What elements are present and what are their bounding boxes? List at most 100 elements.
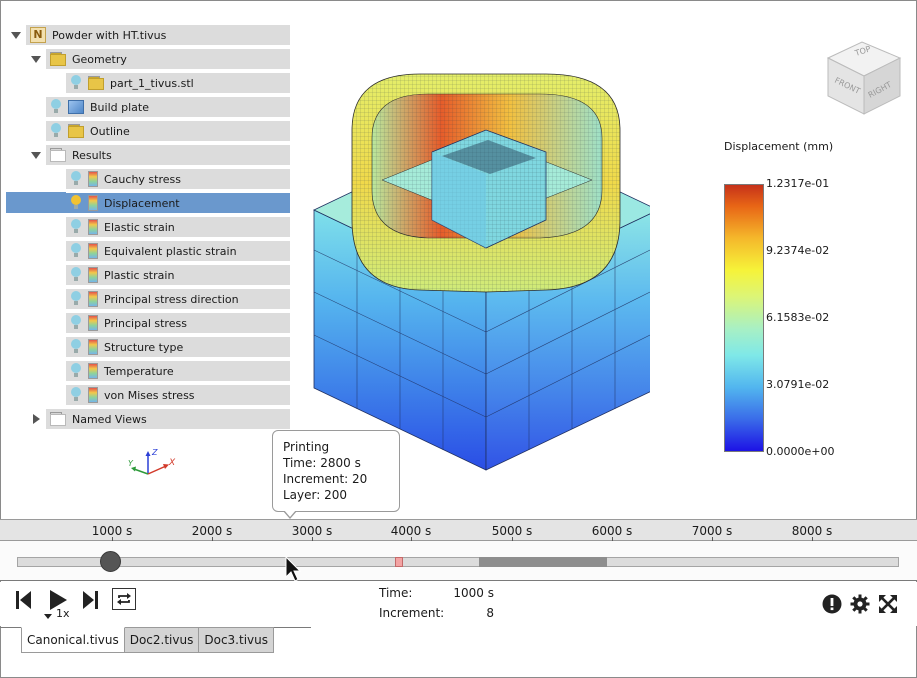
expand-toggle-geometry[interactable] xyxy=(30,53,42,65)
loop-button[interactable] xyxy=(112,588,136,610)
x-axis-label: X xyxy=(168,458,176,468)
timeline-playhead-knob[interactable] xyxy=(100,551,121,572)
tooltip-time: Time: 2800 s xyxy=(283,456,361,470)
visibility-bulb-icon[interactable] xyxy=(50,123,62,139)
skip-to-start-button[interactable] xyxy=(14,588,34,612)
result-gradient-icon xyxy=(88,243,98,259)
axis-triad: Z X Y xyxy=(128,448,176,475)
tree-item-label: Outline xyxy=(90,124,130,138)
folder-icon xyxy=(68,124,84,138)
tree-item-results[interactable]: Results xyxy=(46,145,290,165)
timeline-segment[interactable] xyxy=(479,557,607,567)
result-gradient-icon xyxy=(88,339,98,355)
tab-canonical[interactable]: Canonical.tivus xyxy=(21,627,125,653)
legend-tick-min: 0.0000e+00 xyxy=(766,445,835,458)
result-item-equivalent-plastic-strain[interactable]: Equivalent plastic strain xyxy=(66,241,290,261)
tree-item-label: von Mises stress xyxy=(104,388,195,402)
tab-doc3[interactable]: Doc3.tivus xyxy=(199,627,274,653)
tree-item-label: Powder with HT.tivus xyxy=(52,28,167,42)
tree-item-label: Principal stress xyxy=(104,316,187,330)
empty-folder-icon xyxy=(50,412,66,426)
color-legend-bar xyxy=(724,184,764,452)
loop-icon xyxy=(117,593,131,605)
visibility-bulb-icon[interactable] xyxy=(70,219,82,235)
tree-item-label: part_1_tivus.stl xyxy=(110,76,194,90)
visibility-bulb-icon[interactable] xyxy=(50,99,62,115)
visibility-bulb-icon[interactable] xyxy=(70,171,82,187)
playback-controls: 1x Time: 1000 s Increment: 8 xyxy=(0,582,917,626)
result-gradient-icon xyxy=(88,387,98,403)
legend-tick: 3.0791e-02 xyxy=(766,378,830,391)
timeline-tick-label: 3000 s xyxy=(291,524,333,538)
tree-item-label: Displacement xyxy=(104,196,180,210)
increment-label: Increment: xyxy=(379,606,445,620)
visibility-bulb-icon[interactable] xyxy=(70,291,82,307)
timeline-scrubber[interactable] xyxy=(0,541,917,581)
visibility-bulb-icon[interactable] xyxy=(70,339,82,355)
time-label: Time: xyxy=(379,586,413,600)
timeline-event-marker[interactable] xyxy=(395,557,403,567)
expand-arrows-icon xyxy=(879,595,897,613)
visibility-bulb-icon[interactable] xyxy=(70,267,82,283)
timeline-tick-label: 4000 s xyxy=(390,524,432,538)
result-item-von-mises-stress[interactable]: von Mises stress xyxy=(66,385,290,405)
result-gradient-icon xyxy=(88,315,98,331)
result-gradient-icon xyxy=(88,195,98,211)
exclamation-icon xyxy=(822,594,842,614)
skip-back-icon xyxy=(16,591,31,609)
result-item-principal-stress-direction[interactable]: Principal stress direction xyxy=(66,289,290,309)
tree-item-root[interactable]: N Powder with HT.tivus xyxy=(26,25,290,45)
visibility-bulb-icon[interactable] xyxy=(70,387,82,403)
speed-dropdown-caret-icon[interactable] xyxy=(44,614,52,619)
tree-item-geometry[interactable]: Geometry xyxy=(46,49,290,69)
visibility-bulb-icon[interactable] xyxy=(70,75,82,91)
result-item-principal-stress[interactable]: Principal stress xyxy=(66,313,290,333)
expand-toggle-results[interactable] xyxy=(30,149,42,161)
expand-toggle-root[interactable] xyxy=(10,29,22,41)
skip-to-end-button[interactable] xyxy=(80,588,100,612)
fullscreen-button[interactable] xyxy=(877,593,899,615)
legend-tick: 9.2374e-02 xyxy=(766,244,830,257)
timeline-ruler[interactable]: 1000 s 2000 s 3000 s 4000 s 5000 s 6000 … xyxy=(0,519,917,542)
settings-button[interactable] xyxy=(849,593,871,615)
tree-item-label: Named Views xyxy=(72,412,147,426)
timeline-track[interactable] xyxy=(17,557,899,567)
3d-model-viewport[interactable] xyxy=(300,60,650,480)
result-item-displacement[interactable]: Displacement xyxy=(66,193,290,213)
playback-speed[interactable]: 1x xyxy=(56,607,70,620)
result-item-cauchy-stress[interactable]: Cauchy stress xyxy=(66,169,290,189)
tree-item-build-plate[interactable]: Build plate xyxy=(46,97,290,117)
tab-doc2[interactable]: Doc2.tivus xyxy=(124,627,200,653)
visibility-bulb-on-icon[interactable] xyxy=(70,195,82,211)
tree-item-label: Elastic strain xyxy=(104,220,175,234)
legend-tick: 6.1583e-02 xyxy=(766,311,830,324)
tree-item-named-views[interactable]: Named Views xyxy=(46,409,290,429)
result-gradient-icon xyxy=(88,363,98,379)
timeline-tooltip: Printing Time: 2800 s Increment: 20 Laye… xyxy=(272,430,400,519)
tree-item-part[interactable]: part_1_tivus.stl xyxy=(66,73,290,93)
skip-forward-icon xyxy=(83,591,98,609)
legend-title: Displacement (mm) xyxy=(724,140,834,153)
visibility-bulb-icon[interactable] xyxy=(70,243,82,259)
result-gradient-icon xyxy=(88,171,98,187)
tree-item-label: Cauchy stress xyxy=(104,172,181,186)
empty-folder-icon xyxy=(50,148,66,162)
tree-item-label: Principal stress direction xyxy=(104,292,239,306)
result-gradient-icon xyxy=(88,219,98,235)
result-item-temperature[interactable]: Temperature xyxy=(66,361,290,381)
result-item-plastic-strain[interactable]: Plastic strain xyxy=(66,265,290,285)
tree-item-label: Structure type xyxy=(104,340,184,354)
tree-item-outline[interactable]: Outline xyxy=(46,121,290,141)
view-cube[interactable]: TOP FRONT RIGHT xyxy=(820,36,906,116)
play-button[interactable] xyxy=(46,588,70,612)
expand-toggle-named-views[interactable] xyxy=(30,413,42,425)
tree-item-label: Equivalent plastic strain xyxy=(104,244,237,258)
visibility-bulb-icon[interactable] xyxy=(70,363,82,379)
result-item-elastic-strain[interactable]: Elastic strain xyxy=(66,217,290,237)
alert-button[interactable] xyxy=(821,593,843,615)
y-axis-label: Y xyxy=(128,459,134,468)
timeline-tick-label: 8000 s xyxy=(791,524,833,538)
result-item-structure-type[interactable]: Structure type xyxy=(66,337,290,357)
visibility-bulb-icon[interactable] xyxy=(70,315,82,331)
tree-item-label: Geometry xyxy=(72,52,127,66)
